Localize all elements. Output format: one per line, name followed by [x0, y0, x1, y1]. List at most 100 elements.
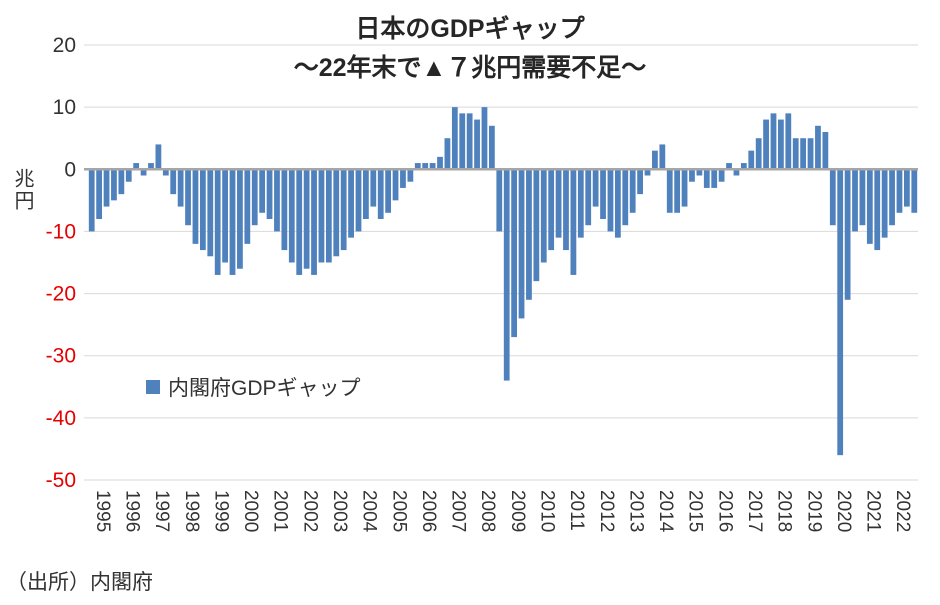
x-tick-label: 2022 [892, 490, 913, 532]
bar [748, 150, 755, 170]
bar [496, 169, 503, 232]
bar [607, 169, 614, 232]
x-tick-label: 2012 [596, 490, 617, 532]
bar [125, 169, 132, 182]
x-tick-label: 2005 [388, 490, 409, 532]
bar [340, 169, 347, 251]
bar [696, 169, 703, 176]
bar [481, 107, 488, 170]
bar [600, 169, 606, 219]
bar [437, 156, 443, 170]
bar [422, 163, 429, 170]
x-tick-label: 2008 [477, 490, 498, 532]
bar [740, 163, 747, 170]
bar [303, 169, 310, 269]
y-tick-label: -30 [46, 345, 76, 368]
bar [770, 113, 777, 170]
bar [644, 169, 651, 176]
bar [837, 169, 844, 456]
bar [511, 169, 518, 338]
bar [726, 163, 732, 170]
bar [755, 138, 762, 170]
x-tick-label: 2011 [566, 490, 587, 531]
bar [637, 169, 643, 195]
x-tick-label: 2013 [625, 490, 646, 532]
bar [778, 119, 784, 170]
bar [355, 169, 362, 232]
y-tick-label: 0 [64, 158, 76, 181]
bar [259, 169, 266, 213]
bar [237, 169, 243, 269]
bar [614, 169, 621, 238]
bar [155, 144, 162, 170]
y-tick-label: -10 [46, 220, 76, 243]
x-tick-label: 1995 [92, 490, 113, 532]
bar [244, 169, 251, 244]
x-tick-label: 2006 [418, 490, 439, 532]
bar [325, 169, 332, 263]
bar [251, 169, 258, 226]
bar [318, 169, 325, 263]
bar [555, 169, 562, 238]
bar [96, 169, 103, 219]
bar [689, 169, 695, 182]
bar [903, 169, 910, 207]
x-tick-label: 1998 [181, 490, 202, 532]
y-tick-label: 20 [53, 34, 76, 57]
bar [214, 169, 221, 275]
bar [170, 169, 177, 195]
bar [807, 138, 814, 170]
bar [429, 163, 436, 170]
x-tick-label: 1999 [210, 490, 231, 532]
x-tick-label: 1996 [121, 490, 142, 532]
bar [666, 169, 673, 213]
bar [185, 169, 191, 226]
bar [829, 169, 836, 226]
y-tick-label: -50 [46, 469, 76, 492]
bar [622, 169, 629, 226]
bar [881, 169, 888, 238]
x-tick-label: 2000 [240, 490, 261, 532]
bar [451, 107, 458, 170]
bar [548, 169, 555, 251]
x-tick-label: 2018 [774, 490, 795, 532]
x-tick-label: 2007 [448, 490, 469, 532]
y-tick-label: 10 [53, 96, 76, 119]
x-tick-label: 2015 [685, 490, 706, 532]
bar [896, 169, 903, 213]
bar [414, 163, 421, 170]
x-tick-label: 2016 [714, 490, 735, 532]
bar [792, 138, 799, 170]
legend: 内閣府GDPギャップ [146, 372, 361, 402]
bar [444, 138, 451, 170]
legend-label: 内閣府GDPギャップ [168, 377, 361, 400]
bar [162, 169, 169, 176]
bar [133, 163, 140, 170]
bar [540, 169, 547, 263]
bar [281, 169, 288, 251]
bar [370, 169, 377, 207]
bar [311, 169, 317, 275]
bar [348, 169, 354, 238]
bar [592, 169, 599, 207]
bar [533, 169, 540, 282]
x-tick-label: 2021 [863, 490, 884, 532]
bar [718, 169, 725, 182]
bar [459, 113, 466, 170]
x-tick-label: 2002 [299, 490, 320, 532]
bar [681, 169, 688, 207]
bar [889, 169, 895, 226]
bar [911, 169, 918, 213]
bar [852, 169, 858, 232]
bar [577, 169, 584, 238]
bar [88, 169, 95, 232]
bar [629, 169, 636, 213]
bar [763, 119, 769, 170]
bar [118, 169, 125, 195]
x-tick-label: 2001 [270, 490, 291, 532]
bar [377, 169, 384, 219]
bar [199, 169, 206, 251]
bar [192, 169, 199, 244]
y-axis-title: 兆円 [11, 168, 33, 212]
y-tick-label: -20 [46, 283, 76, 306]
